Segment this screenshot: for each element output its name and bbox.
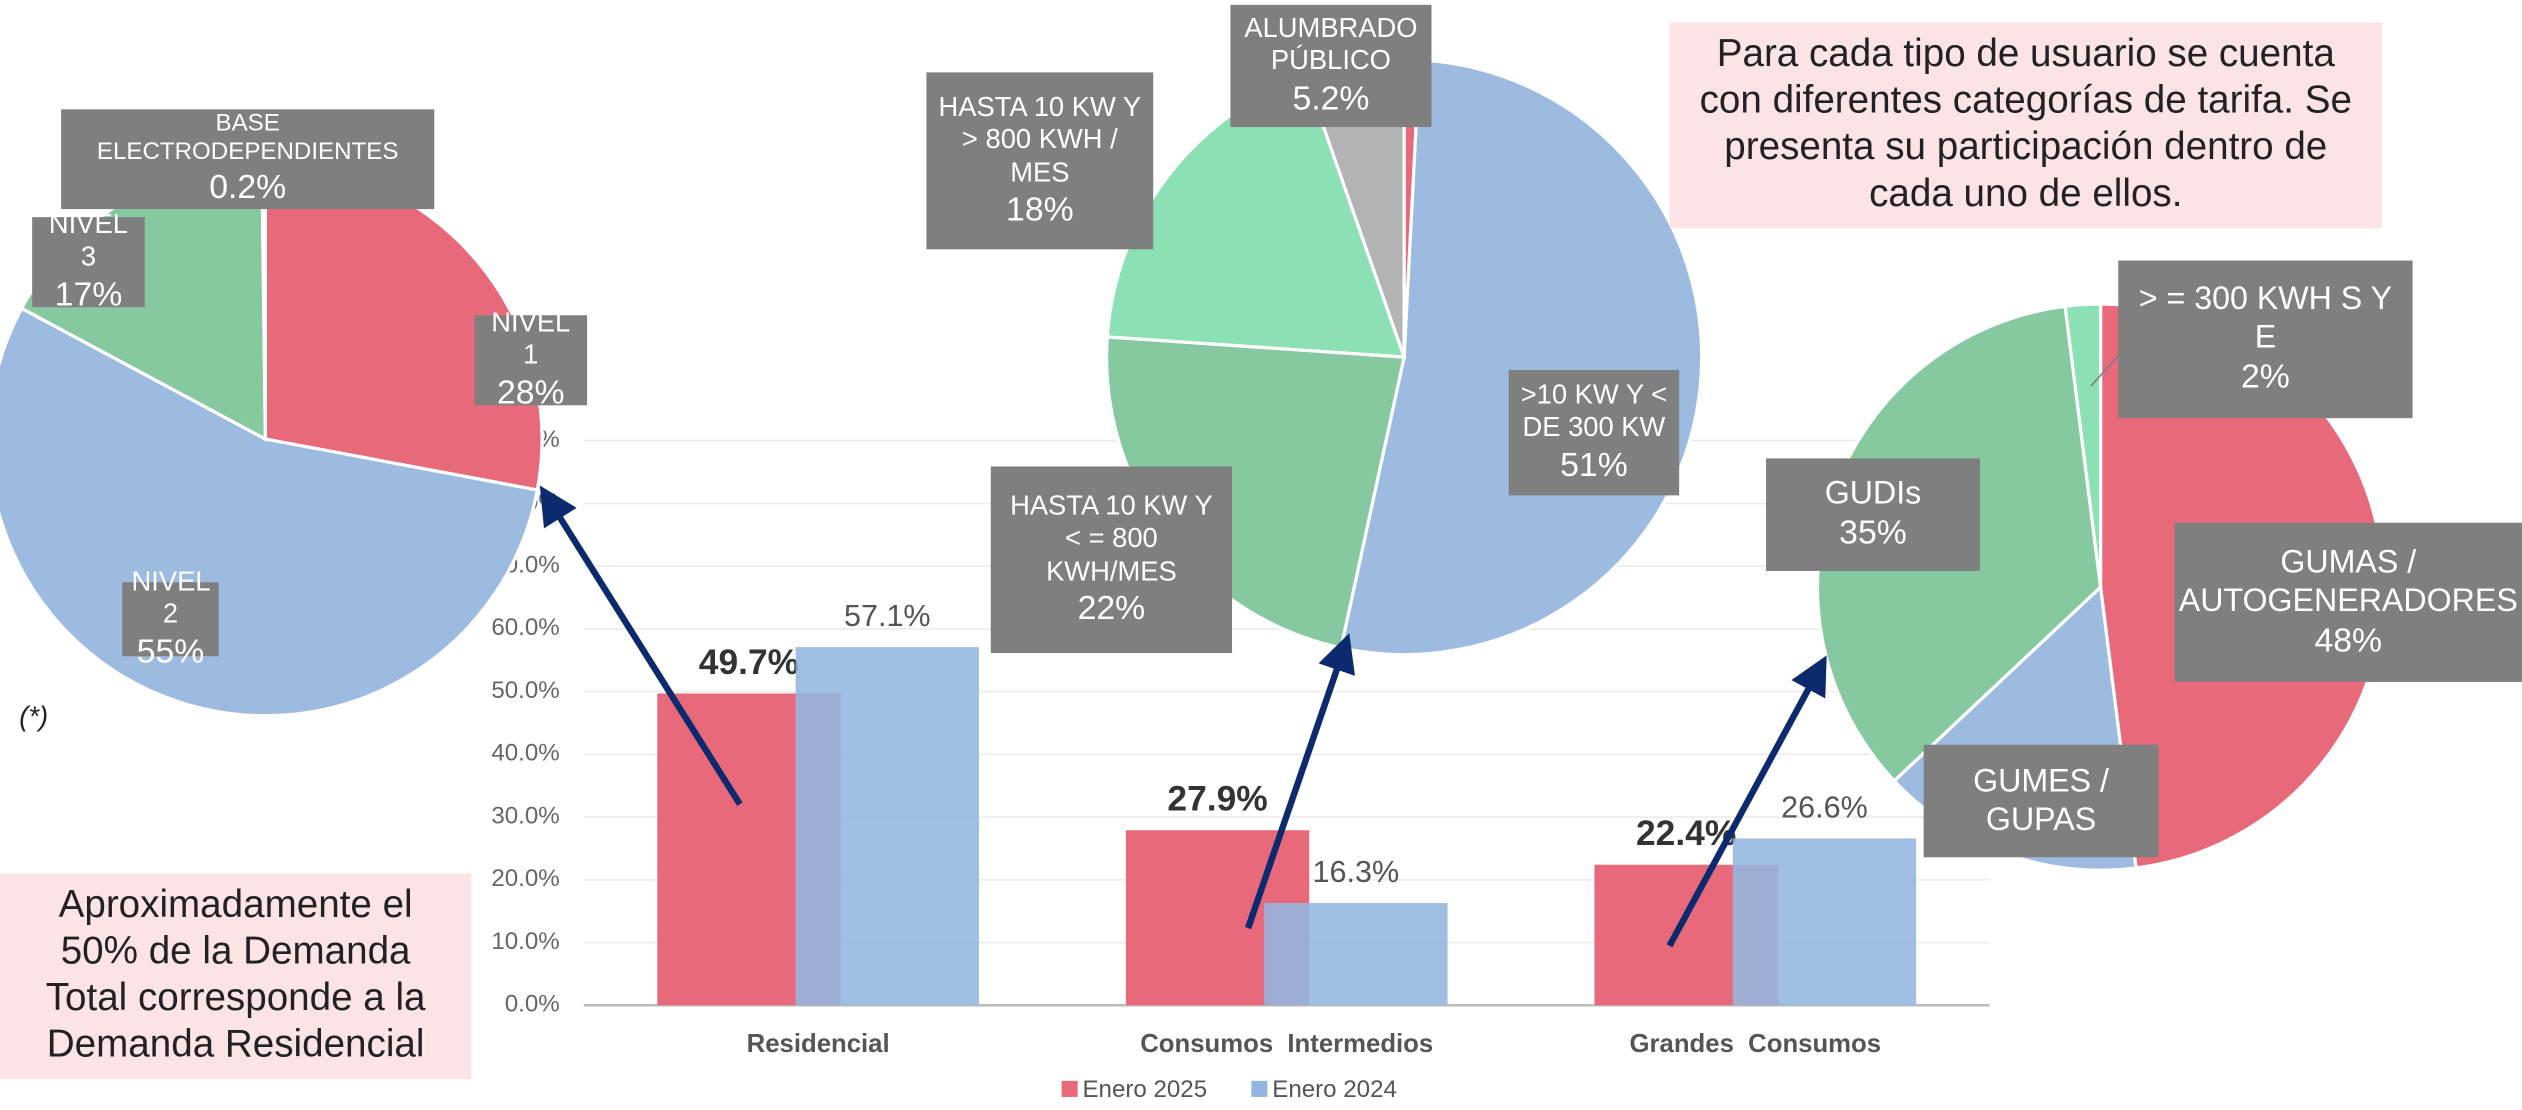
bar: [1264, 903, 1448, 1006]
slice-category: GUMAS / AUTOGENERADORES: [2178, 545, 2518, 620]
slice-label: ALUMBRADO PÚBLICO 5.2%: [1230, 4, 1432, 128]
y-tick-label: 30.0%: [491, 802, 559, 829]
slice-category: GUDIs: [1824, 476, 1922, 513]
slice-label: GUMES / GUPAS: [1923, 744, 2159, 858]
arrow: [1666, 655, 1827, 948]
y-tick-label: 50.0%: [491, 677, 559, 704]
slice-value: 28%: [496, 374, 565, 412]
slice-category: >10 KW Y < DE 300 KW: [1520, 379, 1668, 443]
note-box: Aproximadamente el 50% de la Demanda Tot…: [0, 873, 472, 1080]
slice-category: NIVEL 2: [131, 566, 211, 630]
slice-label: NIVEL 2 55%: [122, 566, 219, 670]
y-tick-label: 0.0%: [505, 991, 560, 1018]
legend-label: Enero 2024: [1272, 1076, 1397, 1103]
slice-category: BASE ELECTRODEPENDIENTES: [96, 110, 399, 167]
slice-value: 55%: [136, 633, 205, 671]
leader-line: [2090, 353, 2121, 387]
bar-value-label: 16.3%: [1313, 855, 1400, 889]
slice-value: 51%: [1560, 446, 1628, 484]
slice-label: NIVEL 3 17%: [32, 209, 145, 313]
legend-swatch: [1251, 1080, 1268, 1097]
slice-value: 0.2%: [209, 169, 287, 207]
slice-label: HASTA 10 KW Y < = 800 KWH/MES 22%: [990, 466, 1233, 654]
slice-value: 22%: [1077, 590, 1146, 628]
x-tick-label: Consumos Intermedios: [1140, 1030, 1433, 1058]
bar: [795, 647, 979, 1006]
slice-category: ALUMBRADO PÚBLICO: [1244, 12, 1418, 77]
bar-value-label: 49.7%: [699, 643, 799, 682]
footnote-mark: (*): [19, 701, 49, 732]
slice-value: 35%: [1839, 515, 1907, 553]
y-tick-label: 40.0%: [491, 740, 559, 767]
slice-value: 48%: [2314, 622, 2383, 660]
arrow: [1245, 633, 1356, 930]
slice-label: > = 300 KWH S Y E 2%: [2118, 260, 2413, 419]
slice-label: HASTA 10 KW Y > 800 KWH / MES 18%: [926, 72, 1154, 250]
legend-swatch: [1061, 1080, 1078, 1097]
slice-label: NIVEL 1 28%: [474, 307, 588, 411]
slice-category: > = 300 KWH S Y E: [2138, 282, 2393, 357]
bar-value-label: 26.6%: [1781, 791, 1868, 825]
slice-category: NIVEL 3: [48, 209, 128, 273]
x-tick-label: Grandes Consumos: [1630, 1030, 1882, 1058]
arrow: [539, 485, 743, 806]
slice-label: GUDIs 35%: [1766, 458, 1980, 571]
slice-value: 18%: [1006, 191, 1074, 229]
x-tick-label: Residencial: [747, 1030, 890, 1058]
legend-label: Enero 2025: [1082, 1076, 1207, 1103]
pie-slice: [1339, 58, 1704, 657]
bar-value-label: 57.1%: [844, 599, 931, 633]
slice-label: >10 KW Y < DE 300 KW 51%: [1508, 369, 1680, 496]
pie-slice: [2063, 302, 2103, 588]
y-tick-label: 20.0%: [491, 865, 559, 892]
slice-value: 5.2%: [1292, 80, 1370, 118]
slice-value: 17%: [54, 276, 123, 314]
slice-label: GUMAS / AUTOGENERADORES 48%: [2174, 522, 2522, 682]
y-tick-label: 60.0%: [491, 614, 559, 641]
note-box: Para cada tipo de usuario se cuenta con …: [1669, 22, 2383, 229]
slice-category: HASTA 10 KW Y < = 800 KWH/MES: [1010, 490, 1213, 587]
slice-category: GUMES / GUPAS: [1973, 763, 2109, 838]
slice-category: NIVEL 1: [491, 307, 571, 371]
slice-category: HASTA 10 KW Y > 800 KWH / MES: [938, 91, 1142, 188]
y-tick-label: 10.0%: [491, 928, 559, 955]
bar-value-label: 27.9%: [1167, 780, 1267, 819]
bar: [1732, 838, 1917, 1006]
slice-label: BASE ELECTRODEPENDIENTES 0.2%: [61, 109, 435, 210]
slice-value: 2%: [2241, 359, 2290, 397]
